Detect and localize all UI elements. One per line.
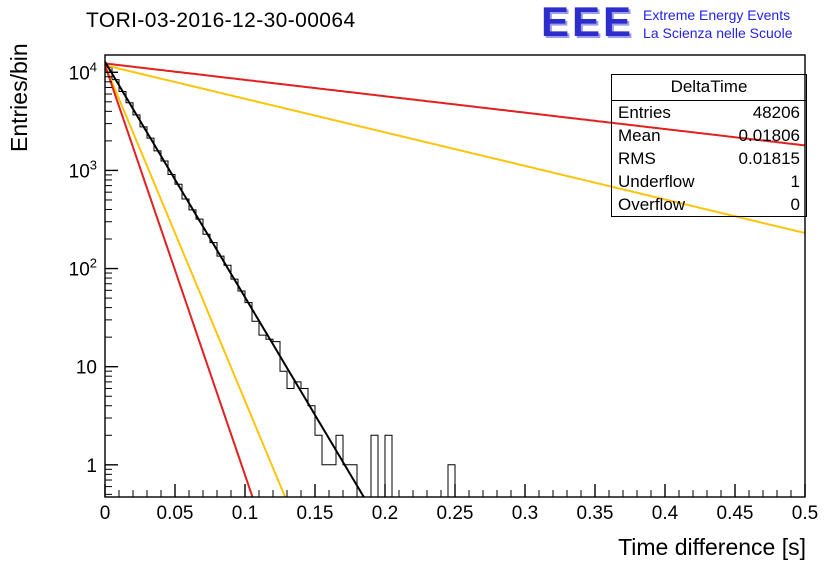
curve-red-slow <box>105 62 805 147</box>
y-axis: 1 10 102 103 104 <box>69 59 118 495</box>
eee-logo: EEE Extreme Energy Events La Scienza nel… <box>541 0 792 45</box>
stats-value: 1 <box>790 172 800 191</box>
stats-row: Entries 48206 <box>612 101 806 124</box>
x-tick-label: 0.45 <box>717 503 754 524</box>
y-tick-label: 10 <box>76 358 97 379</box>
x-tick-label: 0.1 <box>232 503 258 524</box>
y-tick-label: 1 <box>86 456 97 477</box>
stats-row: Mean 0.01806 <box>612 124 806 147</box>
x-tick-label: 0.2 <box>372 503 398 524</box>
x-tick-label: 0.15 <box>297 503 334 524</box>
x-tick-label: 0.4 <box>652 503 679 524</box>
stats-label: RMS <box>618 149 656 168</box>
stats-box: DeltaTime Entries 48206 Mean 0.01806 RMS 0.01… <box>611 74 807 217</box>
stats-label: Underflow <box>618 172 695 191</box>
stats-row: Overflow 0 <box>612 193 806 216</box>
y-tick-label: 103 <box>69 157 97 182</box>
y-tick-label: 102 <box>69 256 97 281</box>
x-tick-label: 0.5 <box>792 503 818 524</box>
eee-logo-line2: La Scienza nelle Scuole <box>643 25 793 41</box>
page-title: TORI-03-2016-12-30-00064 <box>86 9 356 32</box>
curve-yellow-steep <box>105 64 287 497</box>
x-tick-label: 0 <box>100 503 111 524</box>
stats-row: RMS 0.01815 <box>612 147 806 170</box>
y-tick-label: 104 <box>69 59 97 84</box>
curve-yellow-slow <box>105 64 805 234</box>
eee-logo-text: Extreme Energy Events La Scienza nelle S… <box>643 2 792 42</box>
x-tick-label: 0.25 <box>437 503 474 524</box>
stats-value: 48206 <box>752 103 800 122</box>
x-tick-label: 0.05 <box>157 503 194 524</box>
stats-value: 0.01806 <box>738 126 800 145</box>
stats-value: 0.01815 <box>738 149 800 168</box>
stats-row: Underflow 1 <box>612 170 806 193</box>
x-tick-label: 0.3 <box>512 503 538 524</box>
x-axis: 0 0.05 0.1 0.15 0.2 0.25 0.3 0.35 0.4 0.45 0.5 <box>100 484 818 524</box>
stats-label: Mean <box>618 126 661 145</box>
curve-fit-exponential <box>105 61 365 497</box>
stats-label: Overflow <box>618 195 686 214</box>
eee-logo-acronym: EEE <box>541 0 635 45</box>
curve-red-steep <box>105 64 254 497</box>
stats-box-rows: Entries 48206 Mean 0.01806 RMS 0.01815 Underfl… <box>612 101 806 216</box>
y-axis-title: Entries/bin <box>6 43 32 152</box>
eee-logo-line1: Extreme Energy Events <box>643 7 791 23</box>
stats-label: Entries <box>618 103 671 122</box>
x-axis-title: Time difference [s] <box>618 534 806 560</box>
stats-box-title: DeltaTime <box>612 75 806 101</box>
stats-value: 0 <box>790 195 800 214</box>
plot-content <box>105 61 805 497</box>
x-tick-label: 0.35 <box>577 503 614 524</box>
